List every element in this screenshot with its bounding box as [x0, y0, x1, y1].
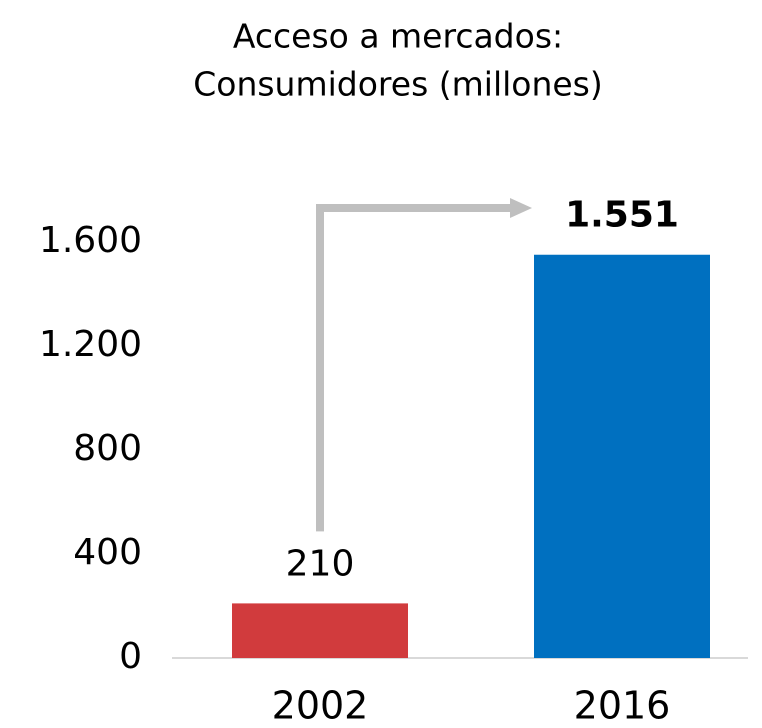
bar [232, 603, 408, 658]
y-tick-label: 0 [119, 636, 142, 677]
y-tick-label: 800 [73, 428, 142, 469]
arrow-head [510, 198, 532, 218]
arrow [316, 204, 512, 532]
bar [534, 254, 710, 659]
y-tick-label: 1.200 [39, 324, 142, 365]
y-tick-label: 400 [73, 532, 142, 573]
chart-title: Consumidores (millones) [193, 65, 603, 104]
y-tick-label: 1.600 [39, 220, 142, 261]
x-tick-label: 2002 [272, 684, 369, 728]
x-tick-label: 2016 [574, 684, 671, 728]
data-label: 210 [286, 543, 355, 584]
chart-title: Acceso a mercados: [233, 17, 563, 56]
data-label: 1.551 [565, 195, 679, 236]
